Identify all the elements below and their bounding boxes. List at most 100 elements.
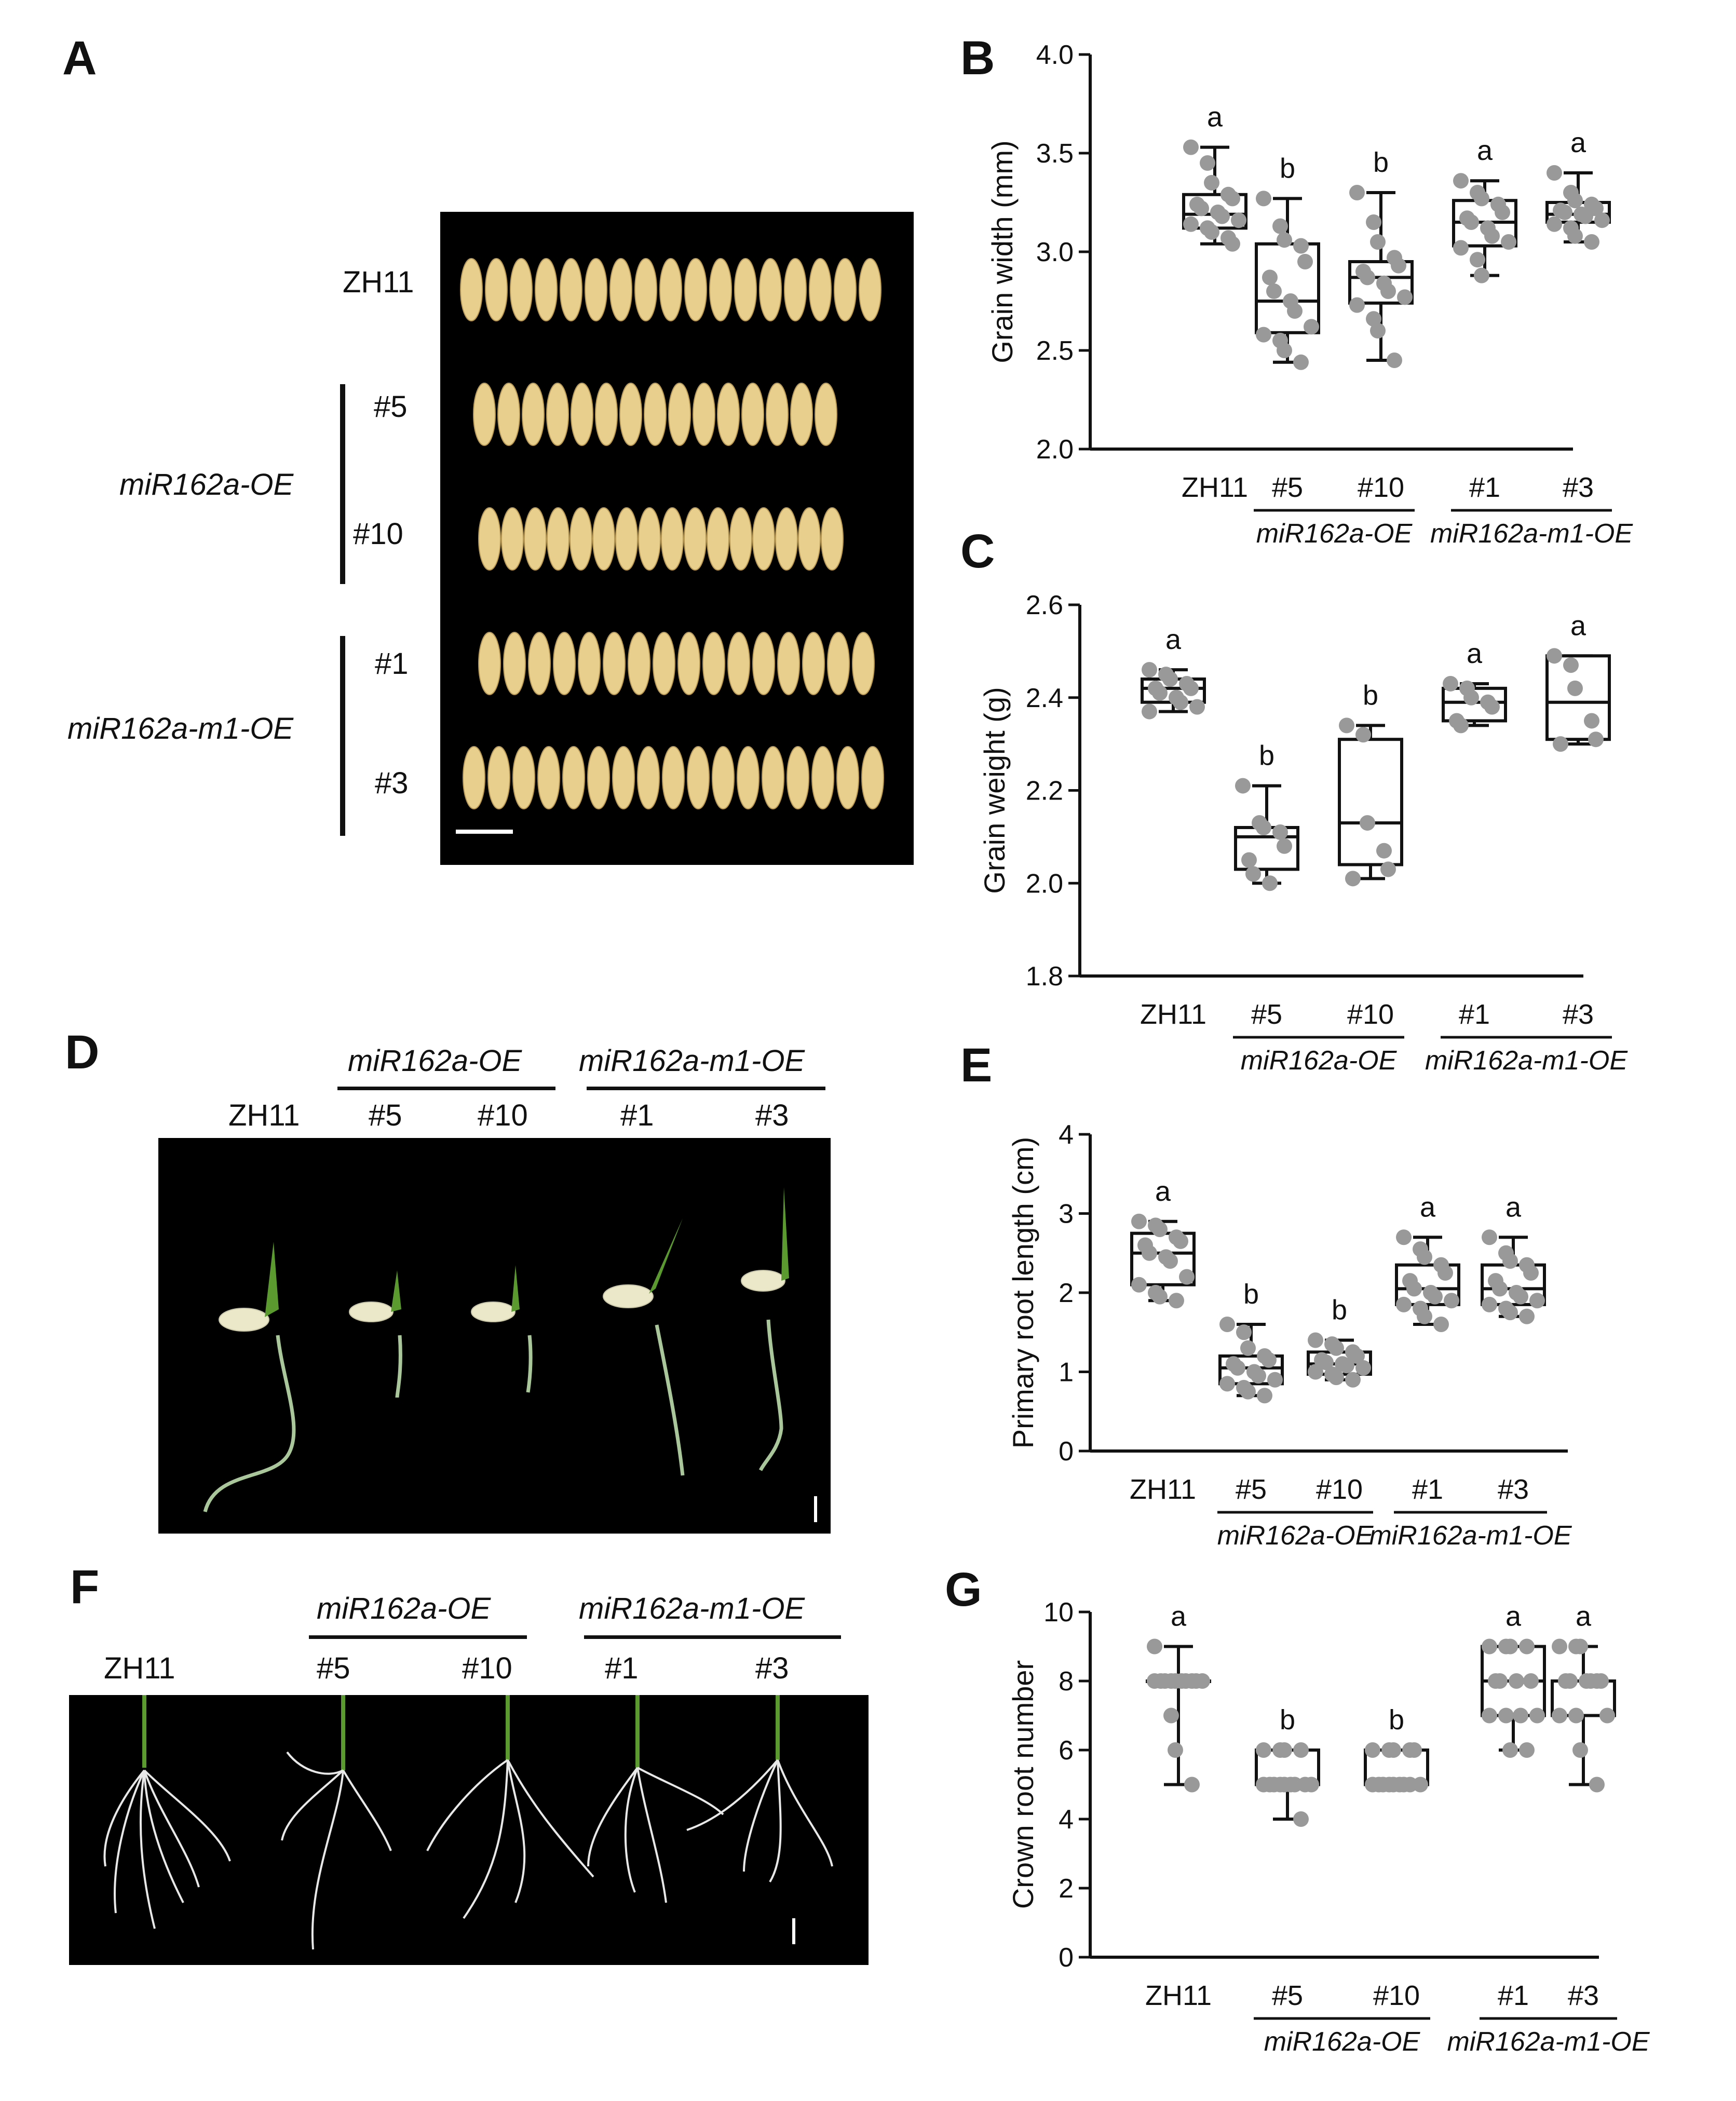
data-point xyxy=(1386,1742,1401,1758)
data-point xyxy=(1183,139,1199,155)
grain xyxy=(609,258,632,321)
significance-letter: b xyxy=(1259,740,1274,771)
grain xyxy=(677,632,700,695)
group-bracket-oe xyxy=(340,384,345,584)
data-point xyxy=(1406,1281,1422,1297)
grain xyxy=(595,383,618,446)
grain xyxy=(775,507,798,571)
y-tick-label: 1.8 xyxy=(1026,961,1063,992)
data-point xyxy=(1513,1289,1528,1305)
data-point xyxy=(1370,323,1386,338)
data-point xyxy=(1584,713,1599,729)
grain xyxy=(571,383,593,446)
y-tick-label: 2.0 xyxy=(1036,435,1074,465)
y-tick-label: 3.5 xyxy=(1036,139,1074,169)
data-point xyxy=(1349,297,1365,313)
data-point xyxy=(1287,303,1303,319)
data-point xyxy=(1519,1308,1535,1324)
data-point xyxy=(1131,1213,1147,1229)
data-point xyxy=(1453,173,1469,189)
grain xyxy=(592,507,615,571)
grain xyxy=(684,507,707,571)
data-point xyxy=(1304,1777,1319,1793)
f-label-10: #10 xyxy=(462,1651,512,1685)
x-tick-label: #3 xyxy=(1563,999,1594,1030)
grain xyxy=(585,258,607,321)
data-point xyxy=(1513,1707,1528,1724)
chart-b-container: B 2.0 2.5 3.0 3.5 4.0 Grain width (mm) a ZH11 b #… xyxy=(914,21,1724,549)
x-tick-label: #1 xyxy=(1469,472,1500,503)
data-point xyxy=(1529,1707,1545,1724)
data-point xyxy=(1163,1707,1179,1724)
y-axis-label: Crown root number xyxy=(1007,1660,1039,1909)
data-point xyxy=(1365,1777,1380,1793)
data-point xyxy=(1251,1368,1266,1384)
data-point xyxy=(1547,165,1562,181)
f-bracket-oe xyxy=(309,1635,527,1639)
data-point xyxy=(1547,648,1562,664)
x-tick-label: ZH11 xyxy=(1182,472,1248,503)
data-point xyxy=(1318,1354,1334,1371)
x-tick-label: ZH11 xyxy=(1145,1980,1212,2011)
data-point xyxy=(1189,699,1205,715)
d-group-mir162a-m1-oe: miR162a-m1-OE xyxy=(579,1044,805,1078)
grain xyxy=(522,383,545,446)
data-point xyxy=(1482,1707,1497,1724)
seedling-photo xyxy=(158,1138,831,1534)
grain xyxy=(569,507,592,571)
root-drawing xyxy=(103,1695,833,1950)
grain xyxy=(628,632,650,695)
data-point xyxy=(1219,1317,1235,1332)
data-point xyxy=(1345,1372,1361,1388)
panel-letter-g: G xyxy=(945,1563,982,1616)
data-point xyxy=(1523,1673,1539,1689)
data-point xyxy=(1453,717,1469,734)
data-point xyxy=(1293,1811,1309,1827)
data-point xyxy=(1484,699,1500,715)
grain xyxy=(528,632,551,695)
grain xyxy=(821,507,844,571)
data-point xyxy=(1169,1293,1184,1309)
data-point xyxy=(1563,657,1579,673)
y-tick-label: 2.4 xyxy=(1026,683,1063,713)
data-point xyxy=(1365,1742,1380,1758)
data-point xyxy=(1267,1372,1283,1388)
x-tick-label: #10 xyxy=(1347,999,1394,1030)
grain xyxy=(524,507,547,571)
group-label: miR162a-m1-OE xyxy=(1369,1521,1572,1551)
data-point xyxy=(1562,1673,1578,1689)
data-point xyxy=(1370,234,1386,250)
data-point xyxy=(1225,236,1240,252)
grain xyxy=(811,746,834,809)
data-point xyxy=(1240,1340,1256,1356)
significance-letter: b xyxy=(1243,1279,1259,1310)
data-point xyxy=(1256,1742,1271,1758)
data-point xyxy=(1396,1296,1412,1312)
grain xyxy=(717,383,740,446)
data-point xyxy=(1417,1249,1432,1265)
x-tick-label: #3 xyxy=(1568,1980,1599,2011)
data-point xyxy=(1588,731,1604,748)
x-tick-label: #5 xyxy=(1272,1980,1303,2011)
significance-letter: a xyxy=(1171,1601,1187,1632)
row-label-10: #10 xyxy=(353,517,403,551)
f-group-mir162a-m1-oe: miR162a-m1-OE xyxy=(579,1592,805,1625)
grain xyxy=(512,746,535,809)
group-label: miR162a-OE xyxy=(1264,2027,1421,2057)
grain xyxy=(786,746,809,809)
row-label-zh11: ZH11 xyxy=(343,265,414,299)
data-point xyxy=(1272,824,1288,840)
data-point xyxy=(1236,1324,1252,1340)
grain xyxy=(836,746,859,809)
grain xyxy=(537,746,560,809)
data-point xyxy=(1427,1289,1443,1305)
data-point xyxy=(1204,175,1219,191)
data-point xyxy=(1386,1777,1401,1793)
x-tick-label: #3 xyxy=(1563,472,1594,503)
data-point xyxy=(1304,319,1319,335)
grain xyxy=(762,746,784,809)
f-group-mir162a-oe: miR162a-OE xyxy=(317,1592,491,1625)
data-point xyxy=(1241,852,1257,868)
significance-letter: b xyxy=(1280,1704,1295,1736)
grain xyxy=(859,258,881,321)
